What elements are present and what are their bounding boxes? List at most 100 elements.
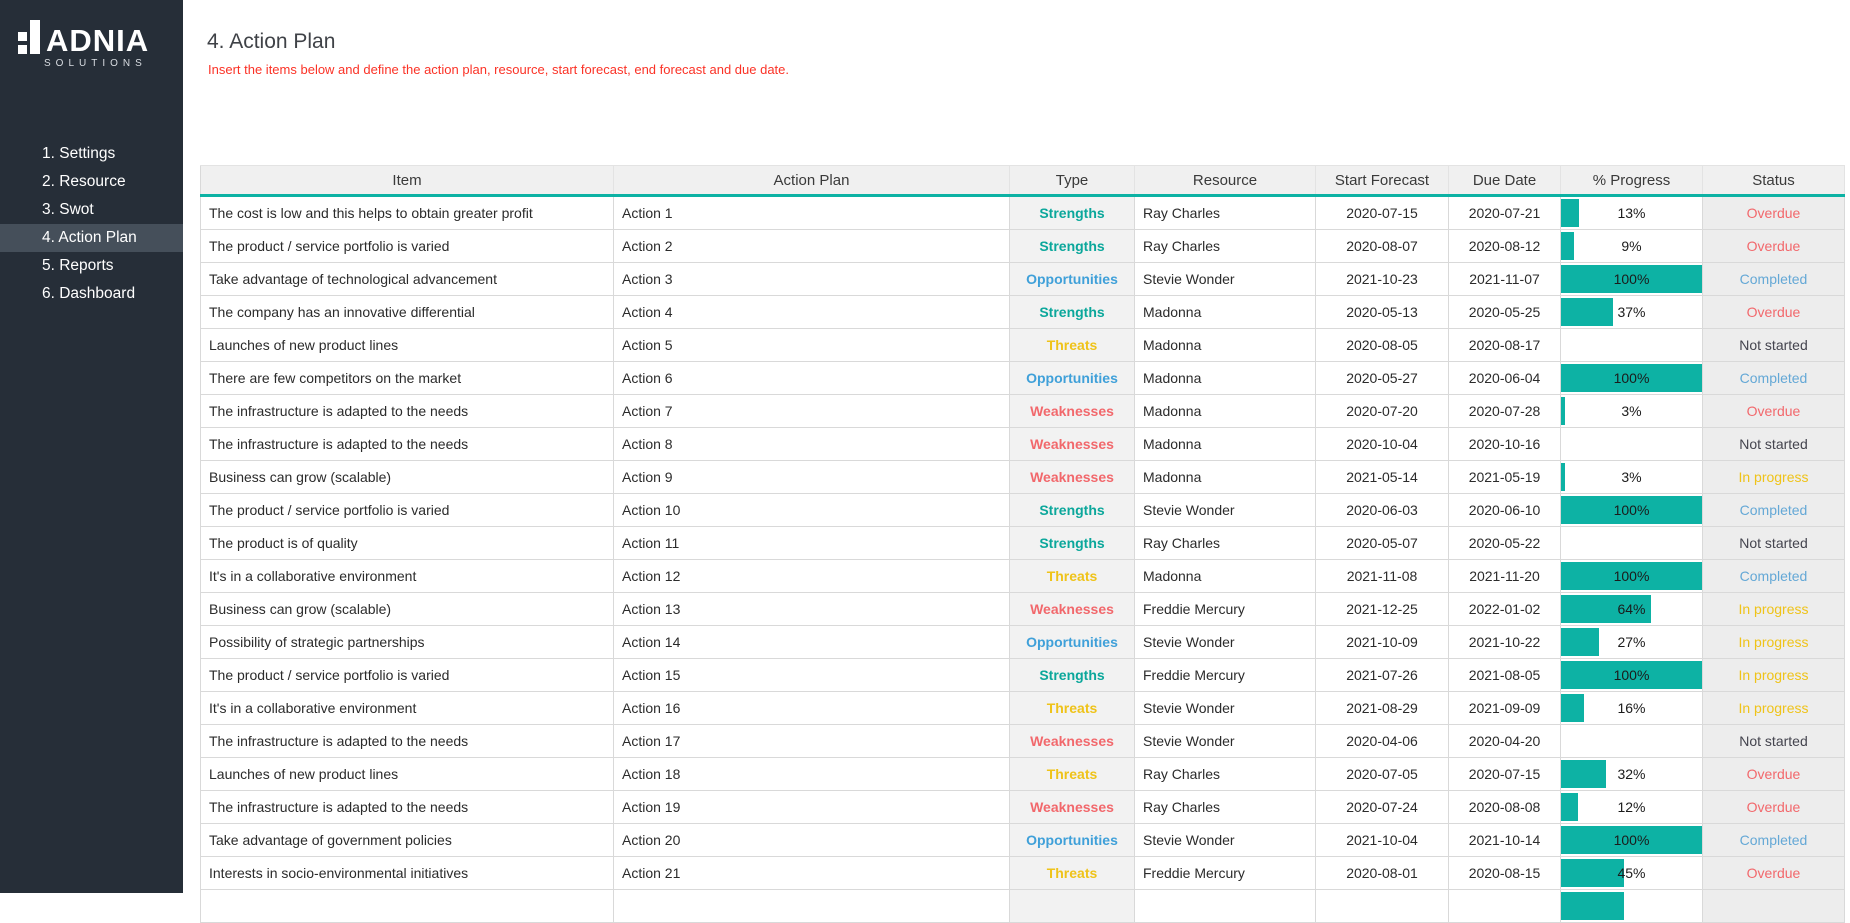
due-date-cell[interactable]: 2020-10-16 [1449, 428, 1561, 461]
action-plan-cell[interactable]: Action 10 [614, 494, 1010, 527]
item-cell[interactable]: Possibility of strategic partnerships [200, 626, 614, 659]
resource-cell[interactable]: Freddie Mercury [1135, 593, 1316, 626]
column-header-type[interactable]: Type [1010, 166, 1135, 194]
status-cell[interactable]: Completed [1703, 362, 1845, 395]
due-date-cell[interactable]: 2020-05-25 [1449, 296, 1561, 329]
item-cell[interactable]: It's in a collaborative environment [200, 560, 614, 593]
status-cell[interactable]: Not started [1703, 527, 1845, 560]
status-cell[interactable]: Not started [1703, 329, 1845, 362]
status-cell[interactable]: Overdue [1703, 791, 1845, 824]
start-forecast-cell[interactable]: 2021-12-25 [1316, 593, 1449, 626]
type-cell[interactable]: Strengths [1010, 659, 1135, 692]
start-forecast-cell[interactable]: 2021-07-26 [1316, 659, 1449, 692]
type-cell[interactable]: Opportunities [1010, 626, 1135, 659]
resource-cell[interactable]: Madonna [1135, 329, 1316, 362]
action-plan-cell[interactable]: Action 2 [614, 230, 1010, 263]
column-header-progress[interactable]: % Progress [1561, 166, 1703, 194]
progress-cell[interactable]: 27% [1561, 626, 1703, 659]
column-header-item[interactable]: Item [200, 166, 614, 194]
start-forecast-cell[interactable]: 2021-10-04 [1316, 824, 1449, 857]
resource-cell[interactable]: Stevie Wonder [1135, 725, 1316, 758]
due-date-cell[interactable]: 2020-08-08 [1449, 791, 1561, 824]
type-cell[interactable]: Weaknesses [1010, 461, 1135, 494]
start-forecast-cell[interactable]: 2020-05-27 [1316, 362, 1449, 395]
type-cell[interactable]: Opportunities [1010, 362, 1135, 395]
type-cell[interactable]: Threats [1010, 692, 1135, 725]
item-cell[interactable] [200, 890, 614, 923]
resource-cell[interactable]: Freddie Mercury [1135, 659, 1316, 692]
resource-cell[interactable]: Madonna [1135, 362, 1316, 395]
status-cell[interactable]: Completed [1703, 560, 1845, 593]
start-forecast-cell[interactable]: 2020-04-06 [1316, 725, 1449, 758]
column-header-resource[interactable]: Resource [1135, 166, 1316, 194]
due-date-cell[interactable]: 2020-08-12 [1449, 230, 1561, 263]
due-date-cell[interactable]: 2021-08-05 [1449, 659, 1561, 692]
type-cell[interactable]: Strengths [1010, 230, 1135, 263]
status-cell[interactable] [1703, 890, 1845, 923]
column-header-action-plan[interactable]: Action Plan [614, 166, 1010, 194]
item-cell[interactable]: It's in a collaborative environment [200, 692, 614, 725]
status-cell[interactable]: Overdue [1703, 758, 1845, 791]
action-plan-cell[interactable]: Action 17 [614, 725, 1010, 758]
due-date-cell[interactable]: 2020-07-28 [1449, 395, 1561, 428]
due-date-cell[interactable]: 2020-04-20 [1449, 725, 1561, 758]
action-plan-cell[interactable]: Action 11 [614, 527, 1010, 560]
start-forecast-cell[interactable]: 2021-10-09 [1316, 626, 1449, 659]
progress-cell[interactable]: 3% [1561, 395, 1703, 428]
status-cell[interactable]: Overdue [1703, 395, 1845, 428]
item-cell[interactable]: The infrastructure is adapted to the nee… [200, 428, 614, 461]
due-date-cell[interactable]: 2020-08-15 [1449, 857, 1561, 890]
item-cell[interactable]: Take advantage of government policies [200, 824, 614, 857]
resource-cell[interactable]: Ray Charles [1135, 527, 1316, 560]
start-forecast-cell[interactable]: 2021-10-23 [1316, 263, 1449, 296]
progress-cell[interactable]: 9% [1561, 230, 1703, 263]
column-header-start-forecast[interactable]: Start Forecast [1316, 166, 1449, 194]
type-cell[interactable]: Threats [1010, 857, 1135, 890]
progress-cell[interactable]: 13% [1561, 197, 1703, 230]
status-cell[interactable]: Not started [1703, 725, 1845, 758]
start-forecast-cell[interactable]: 2020-05-07 [1316, 527, 1449, 560]
status-cell[interactable]: In progress [1703, 626, 1845, 659]
start-forecast-cell[interactable]: 2020-05-13 [1316, 296, 1449, 329]
item-cell[interactable]: The product / service portfolio is varie… [200, 659, 614, 692]
resource-cell[interactable]: Madonna [1135, 395, 1316, 428]
item-cell[interactable]: The infrastructure is adapted to the nee… [200, 395, 614, 428]
due-date-cell[interactable]: 2020-07-15 [1449, 758, 1561, 791]
progress-cell[interactable]: 12% [1561, 791, 1703, 824]
item-cell[interactable]: Business can grow (scalable) [200, 593, 614, 626]
resource-cell[interactable]: Freddie Mercury [1135, 857, 1316, 890]
item-cell[interactable]: The cost is low and this helps to obtain… [200, 197, 614, 230]
item-cell[interactable]: The product / service portfolio is varie… [200, 494, 614, 527]
action-plan-cell[interactable]: Action 16 [614, 692, 1010, 725]
resource-cell[interactable]: Ray Charles [1135, 791, 1316, 824]
action-plan-cell[interactable]: Action 8 [614, 428, 1010, 461]
type-cell[interactable]: Opportunities [1010, 263, 1135, 296]
progress-cell[interactable] [1561, 329, 1703, 362]
due-date-cell[interactable]: 2020-06-10 [1449, 494, 1561, 527]
sidebar-item-reports[interactable]: 5. Reports [42, 257, 114, 274]
sidebar-item-settings[interactable]: 1. Settings [42, 145, 116, 162]
resource-cell[interactable] [1135, 890, 1316, 923]
column-header-status[interactable]: Status [1703, 166, 1845, 194]
type-cell[interactable]: Weaknesses [1010, 593, 1135, 626]
item-cell[interactable]: There are few competitors on the market [200, 362, 614, 395]
status-cell[interactable]: Overdue [1703, 197, 1845, 230]
resource-cell[interactable]: Ray Charles [1135, 230, 1316, 263]
start-forecast-cell[interactable]: 2020-07-05 [1316, 758, 1449, 791]
resource-cell[interactable]: Madonna [1135, 560, 1316, 593]
action-plan-cell[interactable]: Action 18 [614, 758, 1010, 791]
item-cell[interactable]: The product is of quality [200, 527, 614, 560]
resource-cell[interactable]: Stevie Wonder [1135, 263, 1316, 296]
sidebar-item-action-plan[interactable]: 4. Action Plan [0, 224, 183, 252]
action-plan-cell[interactable]: Action 13 [614, 593, 1010, 626]
item-cell[interactable]: The infrastructure is adapted to the nee… [200, 791, 614, 824]
type-cell[interactable]: Strengths [1010, 494, 1135, 527]
due-date-cell[interactable]: 2021-11-07 [1449, 263, 1561, 296]
action-plan-cell[interactable]: Action 12 [614, 560, 1010, 593]
status-cell[interactable]: In progress [1703, 692, 1845, 725]
due-date-cell[interactable]: 2020-08-17 [1449, 329, 1561, 362]
progress-cell[interactable]: 100% [1561, 263, 1703, 296]
type-cell[interactable]: Opportunities [1010, 824, 1135, 857]
start-forecast-cell[interactable]: 2020-07-15 [1316, 197, 1449, 230]
due-date-cell[interactable]: 2022-01-02 [1449, 593, 1561, 626]
